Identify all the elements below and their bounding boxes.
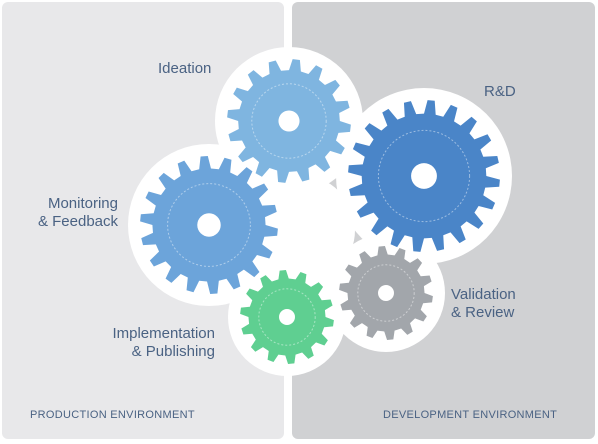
- gear-ideation-icon: [227, 59, 351, 183]
- gear-monitoring-icon: [140, 156, 278, 294]
- gear-rnd-icon: [348, 100, 500, 252]
- label-validation-review: Validation & Review: [451, 286, 516, 321]
- label-ideation: Ideation: [158, 60, 212, 77]
- production-environment-label: PRODUCTION ENVIRONMENT: [30, 409, 195, 421]
- gear-validation-icon: [339, 246, 433, 340]
- gears-group: [140, 59, 500, 364]
- development-environment-label: DEVELOPMENT ENVIRONMENT: [383, 409, 558, 421]
- label-rnd: R&D: [484, 83, 516, 100]
- label-implementation-publishing: Implementation & Publishing: [112, 325, 215, 360]
- gear-implementation-icon: [240, 270, 334, 364]
- center-backdrop: [245, 175, 355, 285]
- label-monitoring-feedback: Monitoring & Feedback: [37, 195, 118, 230]
